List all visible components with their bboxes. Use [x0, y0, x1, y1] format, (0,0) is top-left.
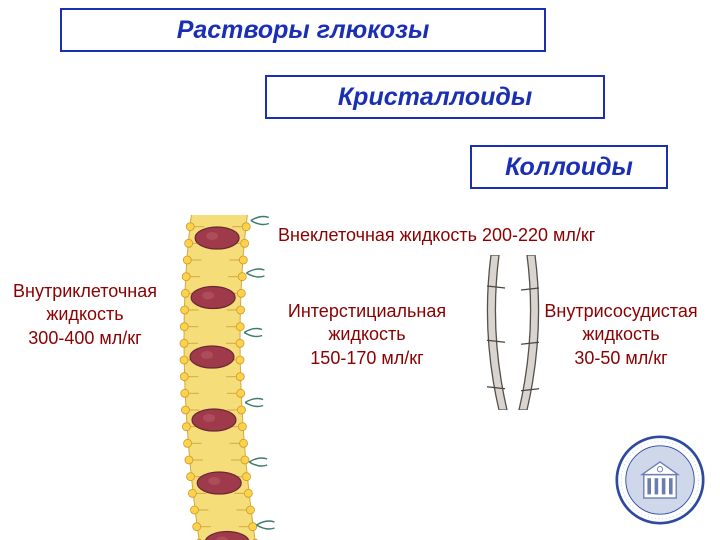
label-intravascular-l1: Внутрисосудистая — [544, 301, 697, 321]
title-glucose: Растворы глюкозы — [60, 8, 546, 52]
university-logo-icon — [615, 435, 705, 525]
label-intravascular-l3: 30-50 мл/кг — [574, 348, 667, 368]
label-interstitial-l3: 150-170 мл/кг — [310, 348, 423, 368]
title-colloids: Коллоиды — [470, 145, 668, 189]
title-crystalloids: Кристаллоиды — [265, 75, 605, 119]
label-intracellular-l1: Внутриклеточная — [13, 281, 157, 301]
vessel-illustration — [478, 255, 548, 410]
label-interstitial: Интерстициальная жидкость 150-170 мл/кг — [272, 300, 462, 370]
label-extracellular-l1: Внеклеточная жидкость 200-220 мл/кг — [278, 225, 595, 245]
label-interstitial-l1: Интерстициальная — [288, 301, 446, 321]
label-intravascular-l2: жидкость — [582, 324, 659, 344]
label-interstitial-l2: жидкость — [328, 324, 405, 344]
label-intravascular: Внутрисосудистая жидкость 30-50 мл/кг — [526, 300, 716, 370]
label-intracellular-l3: 300-400 мл/кг — [28, 328, 141, 348]
label-extracellular: Внеклеточная жидкость 200-220 мл/кг — [278, 224, 595, 247]
label-intracellular: Внутриклеточная жидкость 300-400 мл/кг — [0, 280, 170, 350]
label-intracellular-l2: жидкость — [46, 304, 123, 324]
membrane-illustration — [155, 215, 285, 540]
